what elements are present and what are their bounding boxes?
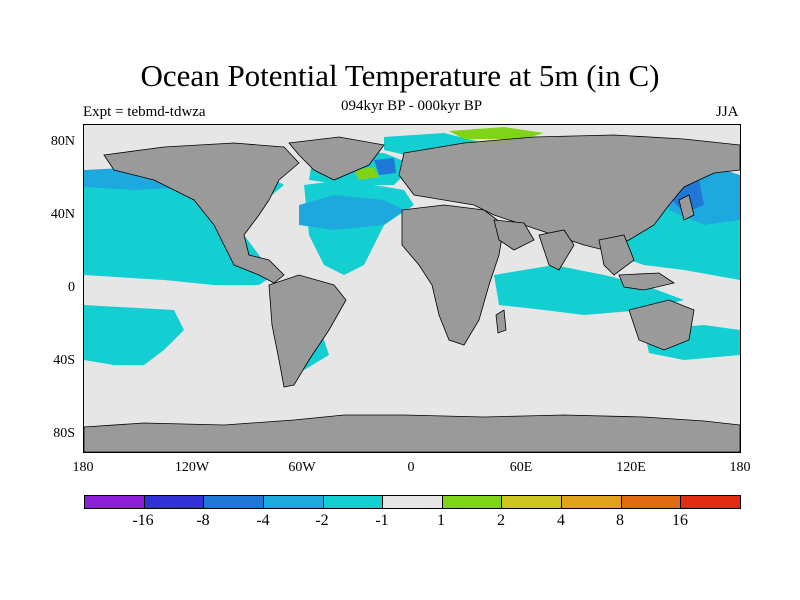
ocean-temperature-map — [83, 124, 741, 453]
colorbar-label: 8 — [616, 512, 624, 529]
time-range-label: 094kyr BP - 000kyr BP — [340, 98, 483, 114]
lat-label-0: 0 — [68, 280, 75, 295]
colorbar-swatch — [383, 496, 443, 508]
map-canvas — [84, 125, 740, 452]
colorbar-swatch — [502, 496, 563, 508]
colorbar-label: -16 — [132, 512, 154, 529]
north-america-landmass — [103, 142, 300, 284]
colorbar-label: -2 — [315, 512, 329, 529]
eurasia-landmass — [398, 134, 740, 251]
chart-title: Ocean Potential Temperature at 5m (in C) — [140, 58, 660, 93]
colorbar-swatch — [562, 496, 622, 508]
lon-label-60e: 60E — [509, 460, 533, 475]
lon-label-120w: 120W — [174, 460, 210, 475]
colorbar-label: -1 — [375, 512, 389, 529]
lat-label-40s: 40S — [53, 353, 75, 368]
south-america-landmass — [268, 274, 347, 388]
arctic-green-patch — [449, 127, 544, 139]
colorbar — [84, 495, 741, 509]
colorbar-swatch — [144, 496, 205, 508]
colorbar-swatch — [263, 496, 324, 508]
colorbar-swatch — [85, 496, 145, 508]
colorbar-swatch — [621, 496, 682, 508]
colorbar-swatch — [323, 496, 384, 508]
season-label: JJA — [716, 104, 739, 120]
colorbar-swatch — [204, 496, 264, 508]
north-atlantic-blue-patch — [299, 195, 404, 230]
japan-landmass — [678, 194, 695, 221]
lat-label-80n: 80N — [50, 134, 75, 149]
colorbar-swatch — [442, 496, 503, 508]
colorbar-label: 2 — [497, 512, 505, 529]
indonesia-landmass — [618, 272, 675, 291]
labrador-deep-blue-patch — [374, 158, 396, 175]
lon-label-60w: 60W — [288, 460, 316, 475]
lon-label-180w: 180 — [72, 460, 94, 475]
madagascar-landmass — [495, 309, 507, 334]
colorbar-label: -4 — [256, 512, 270, 529]
greenland-sea-green-patch — [354, 167, 379, 180]
colorbar-label: 16 — [672, 512, 688, 529]
india-landmass — [538, 229, 575, 271]
australia-landmass — [628, 299, 695, 351]
pacific-south-cyan-patch — [84, 305, 184, 365]
lon-label-180e: 180 — [729, 460, 751, 475]
indian-ocean-cyan-band — [494, 265, 684, 315]
colorbar-label: -8 — [196, 512, 210, 529]
southeast-asia-landmass — [598, 234, 635, 276]
colorbar-label: 1 — [437, 512, 445, 529]
lon-label-0: 0 — [407, 460, 415, 475]
lat-label-80s: 80S — [53, 426, 75, 441]
arabia-landmass — [493, 219, 535, 251]
colorbar-label: 4 — [557, 512, 565, 529]
lon-label-120e: 120E — [616, 460, 646, 475]
antarctica-landmass — [84, 414, 740, 452]
africa-landmass — [401, 204, 505, 346]
greenland-landmass — [288, 136, 385, 181]
colorbar-swatch — [681, 496, 741, 508]
experiment-label: Expt = tebmd-tdwza — [83, 104, 206, 120]
lat-label-40n: 40N — [50, 207, 75, 222]
